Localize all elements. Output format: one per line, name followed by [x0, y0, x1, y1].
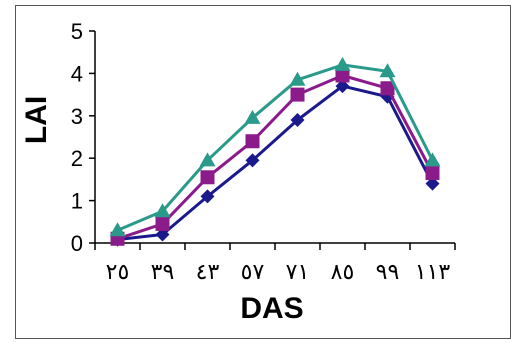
data-point-square: [335, 68, 350, 83]
y-tick-label: 5: [71, 19, 83, 44]
y-tick-label: 1: [71, 189, 83, 214]
data-point-diamond: [200, 189, 215, 204]
series-line: [117, 74, 434, 241]
data-point-square: [245, 134, 260, 149]
data-point-square: [380, 81, 395, 96]
data-point-triangle: [244, 109, 261, 124]
x-tick-label: ٥٧: [241, 259, 265, 284]
series-3: [109, 56, 441, 237]
data-point-square: [155, 216, 170, 231]
x-tick-label: ٨٥: [331, 259, 355, 284]
y-tick-label: 4: [71, 61, 83, 86]
series-line: [117, 84, 434, 242]
y-tick-label: 3: [71, 104, 83, 129]
data-point-diamond: [155, 227, 170, 242]
figure-frame: [15, 5, 511, 339]
data-point-diamond: [335, 79, 350, 94]
data-point-square: [425, 166, 440, 181]
y-tick-label: 2: [71, 146, 83, 171]
data-point-triangle: [154, 203, 171, 218]
data-point-diamond: [290, 113, 305, 128]
x-tick-label: ٢٥: [106, 259, 130, 284]
y-axis-label: LAI: [20, 96, 53, 144]
data-point-triangle: [424, 152, 441, 167]
y-tick-label: 0: [71, 231, 83, 256]
x-tick-label: ٤٣: [196, 259, 220, 284]
x-axis-label: DAS: [240, 292, 303, 325]
data-point-diamond: [425, 176, 440, 191]
data-point-triangle: [199, 152, 216, 167]
x-tick-label: ١١٣: [415, 259, 451, 284]
data-point-square: [200, 170, 215, 185]
data-point-triangle: [289, 71, 306, 86]
data-point-triangle: [334, 56, 351, 71]
data-point-triangle: [109, 222, 126, 237]
x-tick-label: ٩٩: [376, 259, 400, 284]
data-point-square: [290, 87, 305, 102]
x-tick-label: ٧١: [286, 259, 310, 284]
series-layer: [109, 56, 441, 247]
series-line: [116, 63, 434, 232]
series-2: [110, 68, 440, 246]
data-point-triangle: [379, 63, 396, 78]
data-point-diamond: [245, 153, 260, 168]
axes: 0 1 2 3 4 5 ٢٥ ٣٩ ٤٣ ٥٧ ٧١ ٨٥ ٩٩ ١١٣: [71, 19, 456, 284]
x-tick-label: ٣٩: [151, 259, 175, 284]
